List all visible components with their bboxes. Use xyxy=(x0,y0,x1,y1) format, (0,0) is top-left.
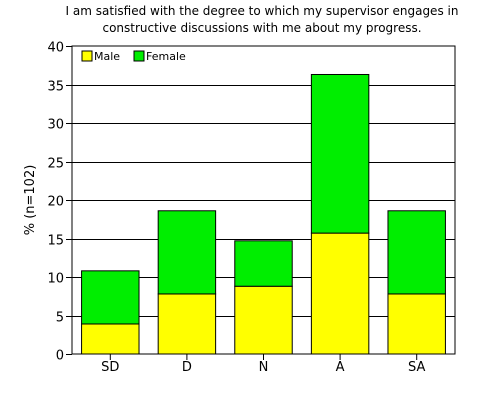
y-tick-label: 15 xyxy=(47,234,64,249)
y-tick-label: 20 xyxy=(47,195,64,210)
bar-female-sa xyxy=(387,210,446,295)
x-tick-label: N xyxy=(259,360,269,375)
bar-male-a xyxy=(310,232,370,355)
y-axis-label: % (n=102) xyxy=(23,165,38,236)
y-tick-label: 0 xyxy=(56,349,64,364)
legend: Male Female xyxy=(81,50,186,63)
y-tick-label: 10 xyxy=(47,272,64,287)
bar-female-d xyxy=(157,210,217,295)
x-tick-label: D xyxy=(182,360,192,375)
y-axis-ticks: 0 5 10 15 20 25 30 35 40 xyxy=(47,41,72,364)
chart-title-line-1: I am satisfied with the degree to which … xyxy=(66,4,459,18)
legend-swatch-male xyxy=(81,50,93,62)
chart-title-line-2: constructive discussions with me about m… xyxy=(102,21,421,35)
x-tick-label: A xyxy=(336,360,345,375)
legend-swatch-female xyxy=(133,50,145,62)
legend-label-female: Female xyxy=(146,50,186,63)
bars xyxy=(81,73,446,355)
x-tick-label: SD xyxy=(101,360,119,375)
bar-female-n xyxy=(234,240,293,287)
bar-female-a xyxy=(310,73,370,234)
legend-label-male: Male xyxy=(94,50,120,63)
bar-male-sa xyxy=(387,293,446,355)
y-tick-label: 5 xyxy=(56,311,64,326)
bar-male-d xyxy=(157,293,217,355)
bar-female-sd xyxy=(81,270,140,325)
y-tick-label: 35 xyxy=(47,80,64,95)
y-tick-label: 40 xyxy=(47,41,64,56)
bar-male-sd xyxy=(81,323,140,355)
x-axis-ticks: SD D N A SA xyxy=(101,354,425,375)
y-tick-label: 25 xyxy=(47,157,64,172)
bar-male-n xyxy=(234,285,293,355)
chart-title: I am satisfied with the degree to which … xyxy=(66,4,459,35)
x-tick-label: SA xyxy=(408,360,425,375)
y-tick-label: 30 xyxy=(47,118,64,133)
